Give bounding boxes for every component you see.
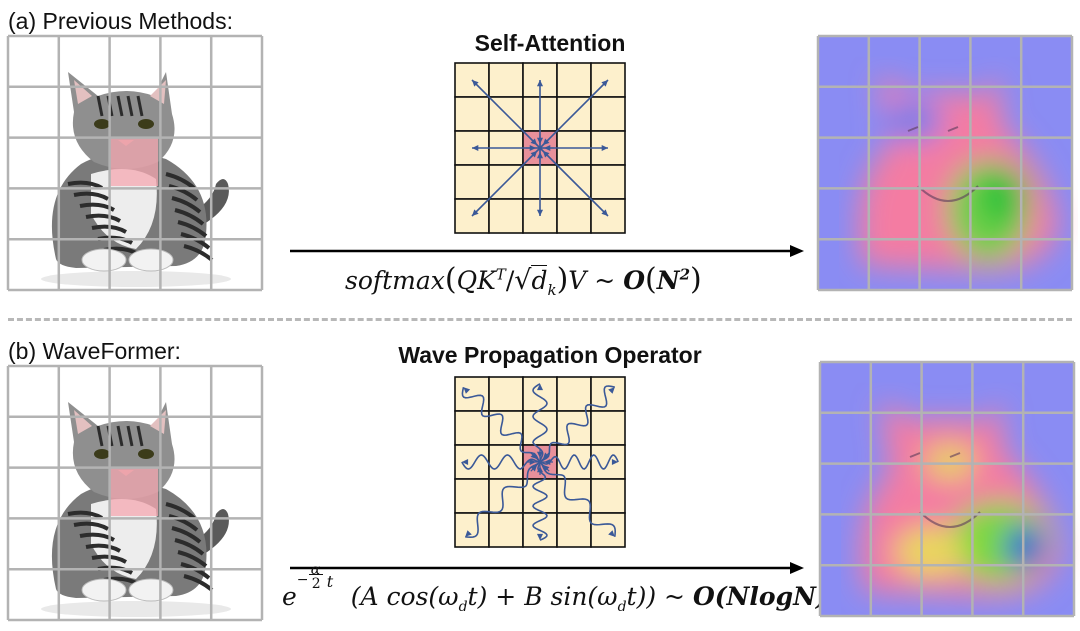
wave-operator-title: Wave Propagation Operator	[398, 342, 702, 368]
formula-body-b: t) + B sin(ω	[467, 582, 618, 611]
self-attention-formula: softmax(QKT/√dk)V ~ O(N2)	[345, 262, 702, 299]
wave-grid-icon	[454, 376, 626, 548]
cat-image-icon	[6, 364, 264, 622]
heatmap-icon	[816, 34, 1074, 292]
formula-base: e	[282, 582, 297, 611]
formula-after: V ~	[568, 266, 624, 295]
formula-exp: 2	[679, 265, 690, 284]
self-attention-title: Self-Attention	[474, 30, 626, 56]
formula-exp-t: t	[326, 572, 334, 591]
formula-o: O	[623, 266, 645, 295]
heatmap-icon	[818, 360, 1076, 618]
formula-n: N	[656, 266, 680, 295]
formula-sub-d2: d	[617, 599, 627, 615]
formula-body-a: (A cos(ω	[350, 582, 459, 611]
formula-qk: QK	[456, 266, 496, 295]
formula-fn: softmax	[345, 266, 445, 295]
cat-image-icon	[6, 34, 264, 292]
arrow-right-icon	[290, 562, 804, 574]
arrow-right-icon	[290, 245, 804, 257]
formula-sup: T	[495, 265, 506, 284]
formula-complexity: O(NlogN)	[692, 582, 828, 611]
formula-exp-minus: −	[296, 572, 309, 588]
formula-exp-two: 2	[311, 576, 321, 592]
attention-grid-icon	[454, 62, 626, 234]
panel-divider	[8, 318, 1072, 321]
formula-denom: d	[531, 265, 548, 295]
panel-a-label: (a) Previous Methods:	[8, 8, 233, 34]
formula-denom-sub: k	[547, 281, 557, 299]
wave-formula: e − α 2 t (A cos(ωdt) + B sin(ωdt)) ~ O(…	[282, 562, 828, 615]
formula-body-c: t)) ~	[626, 582, 693, 611]
panel-b-label: (b) WaveFormer:	[8, 338, 181, 364]
formula-sub-d1: d	[458, 599, 468, 615]
formula-exp-alpha: α	[310, 562, 321, 578]
